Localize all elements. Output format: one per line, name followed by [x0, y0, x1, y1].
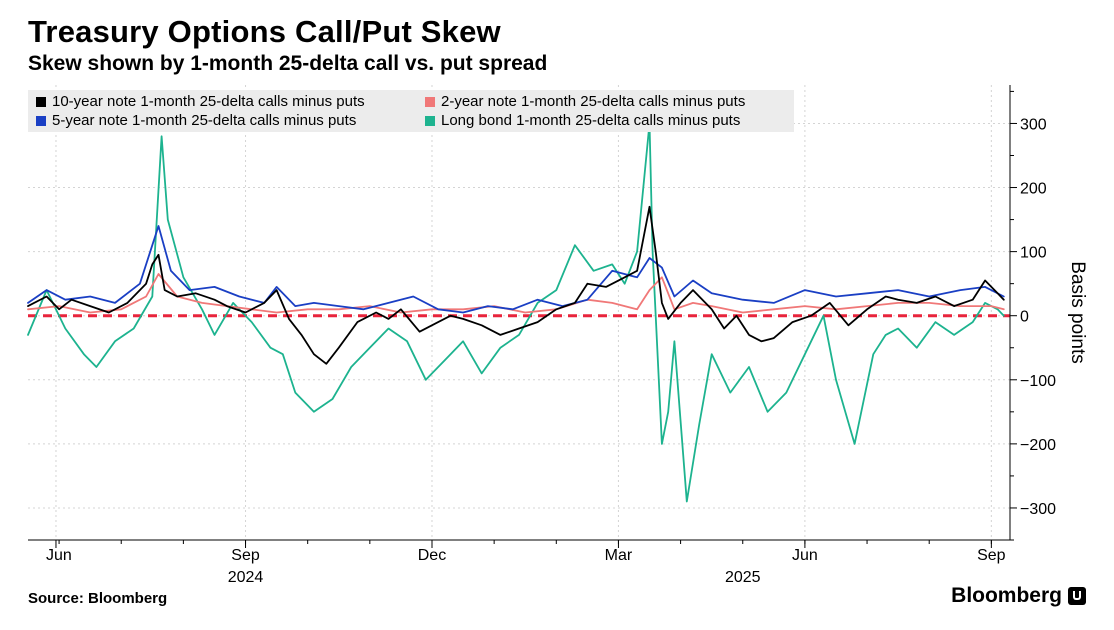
series-line-0	[27, 205, 1005, 365]
legend-item-2yr: 2-year note 1-month 25-delta calls minus…	[425, 93, 745, 110]
x-tick-label: Jun	[792, 547, 818, 564]
x-year-label: 2024	[228, 569, 264, 586]
legend-swatch-5yr	[36, 115, 46, 126]
y-tick-label: 100	[1020, 245, 1047, 262]
x-tick-label: Dec	[418, 547, 446, 564]
x-tick-label: Jun	[46, 547, 72, 564]
y-tick-label: 300	[1020, 116, 1047, 133]
series-line-3	[27, 122, 1005, 503]
legend-item-10yr: 10-year note 1-month 25-delta calls minu…	[36, 93, 365, 110]
x-year-label: 2025	[725, 569, 761, 586]
legend-swatch-long-bond	[425, 115, 435, 126]
x-tick-label: Sep	[231, 547, 260, 564]
y-tick-label: −100	[1020, 373, 1056, 390]
legend-label-long-bond: Long bond 1-month 25-delta calls minus p…	[441, 112, 741, 129]
legend-label-10yr: 10-year note 1-month 25-delta calls minu…	[52, 93, 365, 110]
legend-item-5yr: 5-year note 1-month 25-delta calls minus…	[36, 112, 356, 129]
brand-logo: Bloomberg	[951, 584, 1086, 608]
bloomberg-terminal-icon	[1068, 587, 1086, 605]
y-tick-label: −300	[1020, 501, 1056, 518]
legend-label-5yr: 5-year note 1-month 25-delta calls minus…	[52, 112, 357, 129]
chart-title: Treasury Options Call/Put Skew	[28, 14, 501, 49]
x-tick-label: Mar	[605, 547, 633, 564]
series-lines	[27, 122, 1005, 503]
x-tick-label: Sep	[977, 547, 1006, 564]
legend-label-2yr: 2-year note 1-month 25-delta calls minus…	[441, 93, 746, 110]
series-line-1	[27, 273, 1005, 314]
series-line-2	[27, 225, 1005, 314]
y-tick-label: 0	[1020, 309, 1029, 326]
y-tick-label: −200	[1020, 437, 1056, 454]
legend-swatch-2yr	[425, 96, 435, 107]
legend-item-long-bond: Long bond 1-month 25-delta calls minus p…	[425, 112, 740, 129]
chart-subtitle: Skew shown by 1-month 25-delta call vs. …	[28, 52, 548, 75]
legend-swatch-10yr	[36, 96, 46, 107]
source-note: Source: Bloomberg	[28, 590, 168, 607]
y-axis-title: Basis points	[1067, 261, 1088, 363]
legend: 10-year note 1-month 25-delta calls minu…	[28, 90, 794, 132]
y-tick-label: 200	[1020, 181, 1047, 198]
brand-name: Bloomberg	[951, 584, 1062, 607]
axes: 300 200 100 0 −100 −200 −300 Jun Sep Dec Mar Jun Sep…	[28, 85, 1088, 586]
